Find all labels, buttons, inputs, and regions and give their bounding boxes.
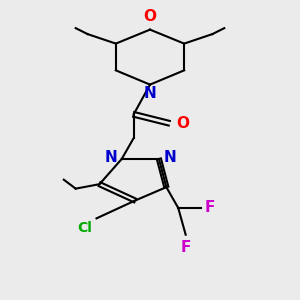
Text: N: N: [105, 150, 117, 165]
Text: F: F: [181, 240, 191, 255]
Text: Cl: Cl: [77, 221, 92, 235]
Text: N: N: [144, 86, 156, 101]
Text: O: O: [177, 116, 190, 131]
Text: N: N: [164, 150, 176, 165]
Text: F: F: [205, 200, 215, 215]
Text: O: O: [143, 9, 157, 24]
